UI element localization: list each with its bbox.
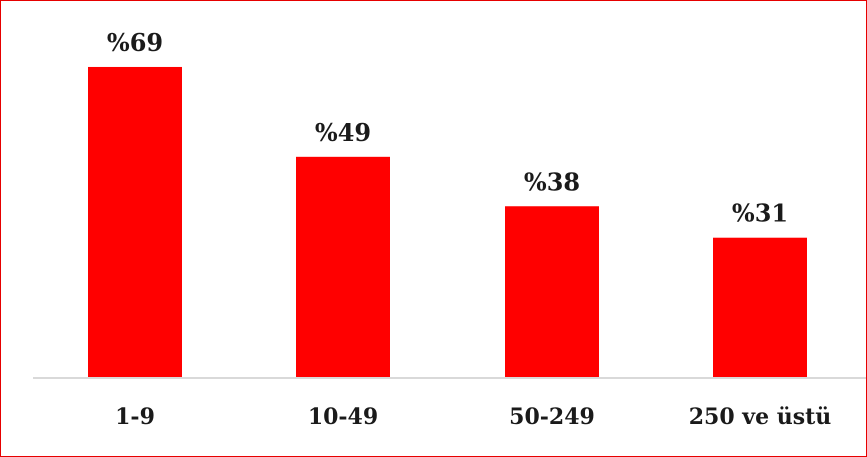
bars-group — [88, 66, 807, 378]
data-label: %49 — [315, 118, 371, 147]
bar-10-49 — [296, 156, 390, 377]
bar-250-ve-üstü — [713, 237, 807, 377]
data-labels-group: %69 %49 %38 %31 — [107, 28, 788, 228]
category-label: 10-49 — [308, 404, 378, 430]
data-label: %69 — [107, 28, 163, 57]
category-label: 250 ve üstü — [689, 404, 832, 430]
data-label: %38 — [524, 167, 580, 196]
bar-1-9 — [88, 66, 182, 378]
bar-50-249 — [505, 206, 599, 377]
category-label: 50-249 — [509, 404, 595, 430]
data-label: %31 — [732, 199, 788, 228]
category-labels-group: 1-9 10-49 50-249 250 ve üstü — [115, 404, 831, 430]
category-label: 1-9 — [115, 404, 155, 430]
